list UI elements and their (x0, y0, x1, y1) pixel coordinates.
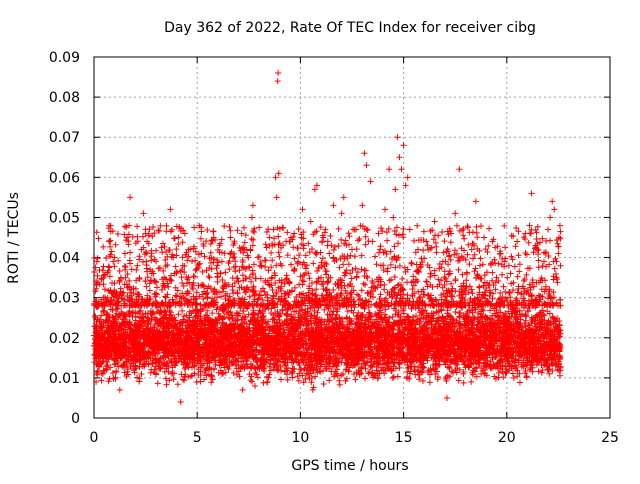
x-tick-label: 20 (498, 430, 516, 446)
x-tick-label: 10 (291, 430, 309, 446)
x-tick-label: 25 (601, 430, 619, 446)
chart-title: Day 362 of 2022, Rate Of TEC Index for r… (164, 20, 536, 36)
x-tick-label: 0 (90, 430, 99, 446)
y-tick-label: 0.01 (49, 371, 80, 387)
y-tick-label: 0.09 (49, 50, 80, 66)
y-tick-label: 0.02 (49, 331, 80, 347)
y-axis-label: ROTI / TECUs (6, 192, 22, 284)
y-tick-label: 0 (71, 411, 80, 427)
y-tick-label: 0.04 (49, 251, 80, 267)
x-tick-label: 5 (193, 430, 202, 446)
y-tick-label: 0.08 (49, 90, 80, 106)
y-tick-label: 0.07 (49, 130, 80, 146)
x-tick-label: 15 (395, 430, 413, 446)
y-tick-label: 0.05 (49, 210, 80, 226)
y-tick-label: 0.06 (49, 170, 80, 186)
y-tick-label: 0.03 (49, 291, 80, 307)
x-axis-label: GPS time / hours (291, 458, 408, 474)
